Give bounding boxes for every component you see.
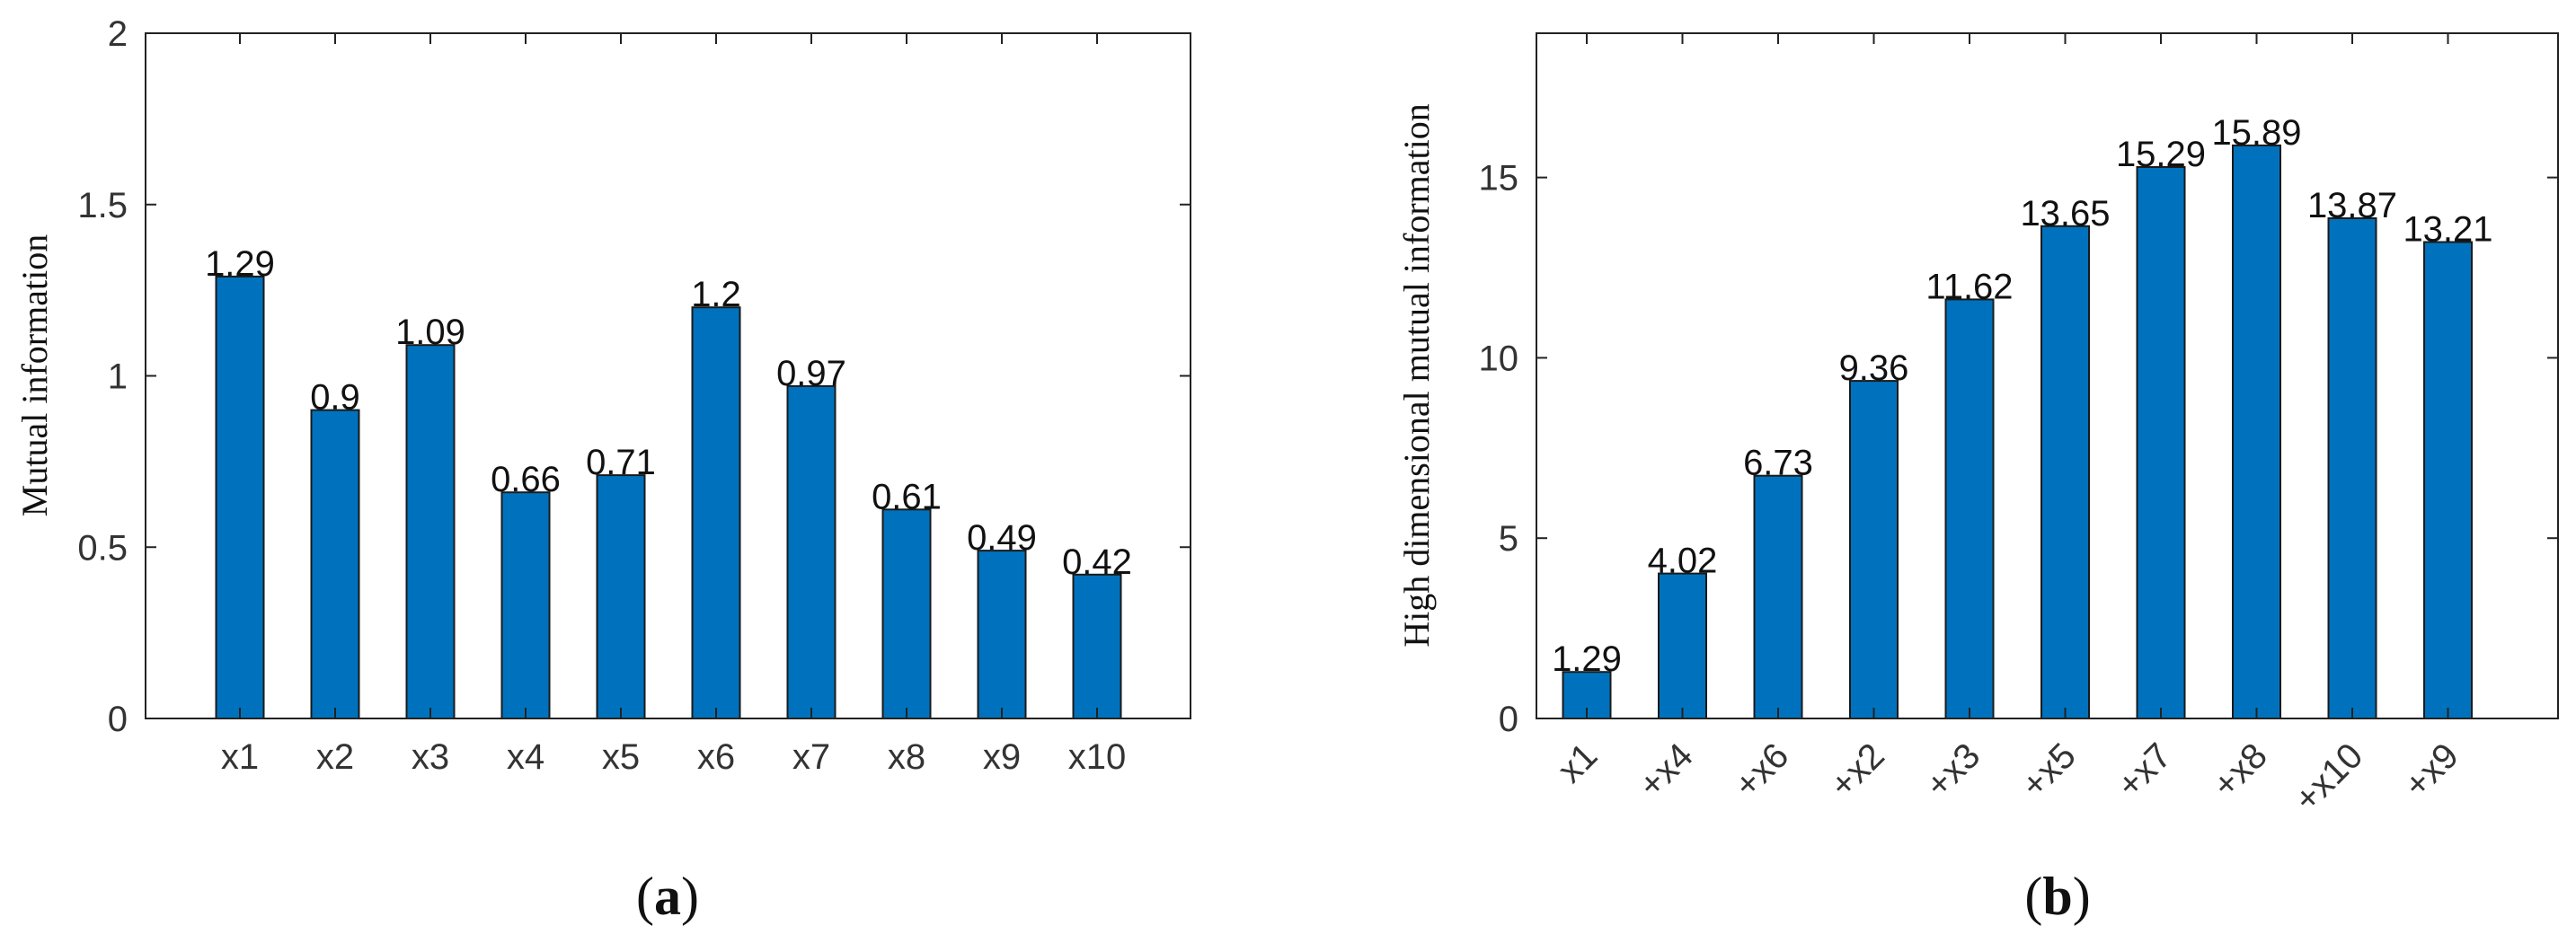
value-label-a-3: 1.09 xyxy=(395,313,465,352)
caption-letter-a: a xyxy=(654,867,681,926)
caption-a: (a) xyxy=(636,867,699,926)
value-label-b-4: 9.36 xyxy=(1839,348,1909,388)
x-tick-label-a-4: x4 xyxy=(507,737,544,777)
plot-area-a xyxy=(146,33,1191,718)
value-label-a-5: 0.71 xyxy=(586,443,656,482)
value-label-b-9: 13.87 xyxy=(2307,186,2397,225)
chart-panel-b: 1.29 4.02 6.73 9.36 11.6213.6515.2915.8913.8… xyxy=(1396,32,2559,926)
bar-a-2 xyxy=(310,409,360,719)
x-tick-label-a-6: x6 xyxy=(697,737,735,777)
caption-open-paren-b: ( xyxy=(2024,867,2042,926)
value-label-b-6: 13.65 xyxy=(2020,194,2110,234)
axes-frame-b xyxy=(1536,32,2559,719)
x-tick-label-b-6: +x5 xyxy=(2014,736,2084,806)
value-label-a-8: 0.61 xyxy=(872,477,942,516)
bars-a xyxy=(215,275,1122,720)
bar-b-10 xyxy=(2423,241,2473,719)
x-tick-label-a-10: x10 xyxy=(1068,737,1127,777)
caption-open-paren-a: ( xyxy=(636,867,654,926)
caption-letter-b: b xyxy=(2042,867,2072,926)
value-label-b-5: 11.62 xyxy=(1925,267,2013,306)
value-label-b-1: 1.29 xyxy=(1552,639,1622,679)
x-tick-label-b-7: +x7 xyxy=(2110,736,2180,806)
x-tick-label-b-5: +x3 xyxy=(1918,736,1988,806)
svg-text:(b): (b) xyxy=(2024,867,2090,926)
x-tick-label-b-9: +x10 xyxy=(2287,736,2370,819)
value-label-b-8: 15.89 xyxy=(2211,113,2301,153)
y-axis-label-b: High dimensional mutual information xyxy=(1396,103,1437,647)
x-tick-label-b-1: x1 xyxy=(1550,736,1605,790)
value-label-b-10: 13.21 xyxy=(2403,210,2492,250)
x-axis-a: x1 x2 x3 x4 x5 x6 x7 x8 x9 x10 xyxy=(221,33,1126,777)
bar-a-7 xyxy=(786,384,837,719)
y-tick-label-a-2: 0.5 xyxy=(77,528,128,568)
value-label-a-7: 0.97 xyxy=(776,354,846,393)
bar-b-2 xyxy=(1658,572,1707,719)
y-tick-label-b-3: 10 xyxy=(1479,339,1519,378)
bar-b-8 xyxy=(2232,144,2281,719)
bar-a-4 xyxy=(500,491,551,720)
bar-a-6 xyxy=(691,306,741,719)
value-label-a-2: 0.9 xyxy=(310,378,360,418)
x-tick-label-a-7: x7 xyxy=(792,737,830,777)
x-tick-label-b-8: +x8 xyxy=(2205,736,2275,806)
value-label-a-10: 0.42 xyxy=(1062,542,1132,582)
bar-b-4 xyxy=(1849,380,1899,719)
x-tick-label-b-4: +x2 xyxy=(1822,736,1892,806)
bar-a-3 xyxy=(405,344,456,719)
y-tick-label-a-4: 1.5 xyxy=(77,186,128,225)
x-axis-b: x1 +x4 +x6 +x2 +x3 +x5 +x7 +x8 +x10 +x9 xyxy=(1550,33,2466,819)
bar-a-9 xyxy=(977,550,1027,719)
x-tick-label-b-10: +x9 xyxy=(2396,736,2466,806)
bar-b-3 xyxy=(1753,474,1803,719)
bar-a-8 xyxy=(881,508,932,719)
value-label-b-7: 15.29 xyxy=(2116,135,2206,174)
bar-b-9 xyxy=(2327,217,2377,719)
y-axis-label-a: Mutual information xyxy=(14,234,55,516)
value-label-a-1: 1.29 xyxy=(205,244,275,284)
bar-a-5 xyxy=(596,474,646,719)
value-label-a-4: 0.66 xyxy=(491,460,561,499)
chart-panel-a: 1.29 0.9 1.09 0.66 0.71 1.2 0.97 0.61 0.49 0.42 0… xyxy=(14,14,1191,926)
caption-b: (b) xyxy=(2024,867,2090,926)
y-tick-label-b-2: 5 xyxy=(1499,519,1518,559)
value-labels-a: 1.29 0.9 1.09 0.66 0.71 1.2 0.97 0.61 0.49 0.42 xyxy=(205,244,1132,582)
y-tick-label-a-1: 0 xyxy=(108,700,128,739)
y-tick-label-a-5: 2 xyxy=(108,14,128,54)
x-tick-label-a-9: x9 xyxy=(983,737,1021,777)
caption-close-paren-b: ) xyxy=(2073,867,2091,926)
value-label-a-9: 0.49 xyxy=(967,518,1037,558)
value-label-a-6: 1.2 xyxy=(691,275,741,314)
axes-frame-a xyxy=(145,32,1191,719)
y-tick-label-b-1: 0 xyxy=(1499,700,1518,739)
x-tick-label-a-8: x8 xyxy=(888,737,925,777)
bar-a-10 xyxy=(1072,573,1122,719)
value-label-b-2: 4.02 xyxy=(1648,542,1718,581)
svg-text:(a): (a) xyxy=(636,867,699,926)
x-tick-label-b-2: +x4 xyxy=(1631,736,1701,806)
bar-a-1 xyxy=(215,275,265,719)
y-axis-b: 0 5 10 15 xyxy=(1479,159,2558,739)
bar-b-6 xyxy=(2040,225,2090,720)
x-tick-label-a-2: x2 xyxy=(316,737,354,777)
bars-b xyxy=(1562,144,2473,720)
x-tick-label-a-1: x1 xyxy=(221,737,259,777)
x-tick-label-a-3: x3 xyxy=(412,737,449,777)
bar-b-7 xyxy=(2136,166,2186,719)
y-tick-label-b-4: 15 xyxy=(1479,159,1519,198)
caption-close-paren-a: ) xyxy=(681,867,699,926)
x-tick-label-a-5: x5 xyxy=(602,737,640,777)
bar-b-5 xyxy=(1944,298,1995,719)
x-tick-label-b-3: +x6 xyxy=(1727,736,1797,806)
value-labels-b: 1.29 4.02 6.73 9.36 11.6213.6515.2915.8913.8… xyxy=(1552,113,2492,679)
y-tick-label-a-3: 1 xyxy=(108,357,128,397)
value-label-b-3: 6.73 xyxy=(1743,444,1813,483)
